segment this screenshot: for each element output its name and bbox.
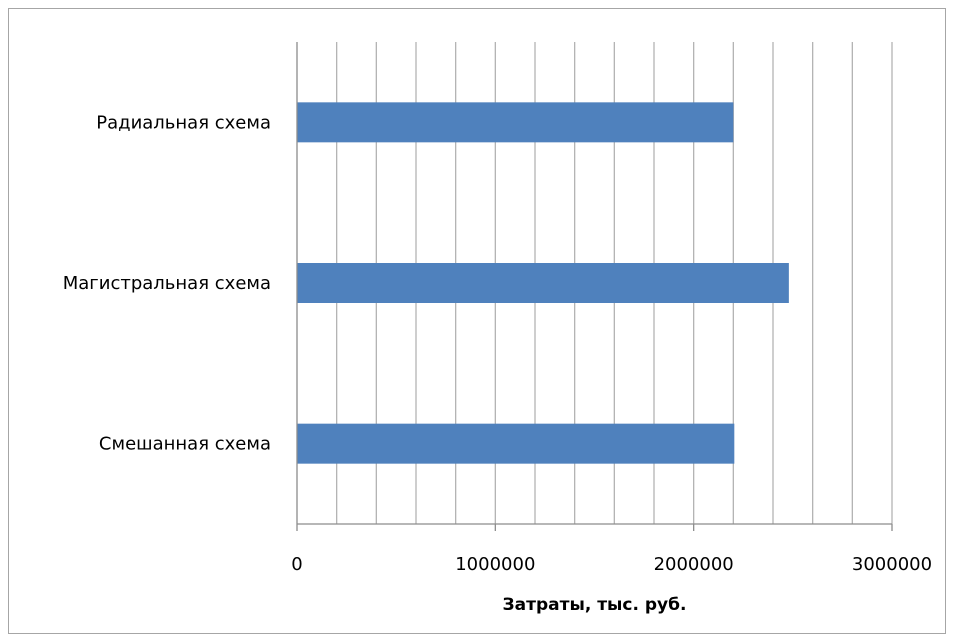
x-tick-label: 2000000 [654, 554, 734, 575]
bar [297, 423, 735, 464]
category-label: Магистральная схема [63, 273, 271, 294]
x-tick-labels: 0 1000000 2000000 3000000 [291, 554, 932, 575]
bars [297, 102, 789, 464]
category-label: Радиальная схема [96, 112, 271, 133]
x-tick-label: 0 [291, 554, 302, 575]
category-label: Смешанная схема [99, 434, 271, 455]
bar [297, 263, 789, 303]
bar [297, 102, 734, 143]
x-tick-label: 1000000 [455, 554, 535, 575]
category-labels: Радиальная схема Магистральная схема Смеша… [63, 112, 271, 454]
x-axis-title: Затраты, тыс. руб. [503, 595, 687, 615]
axes [296, 42, 893, 531]
x-tick-label: 3000000 [852, 554, 932, 575]
